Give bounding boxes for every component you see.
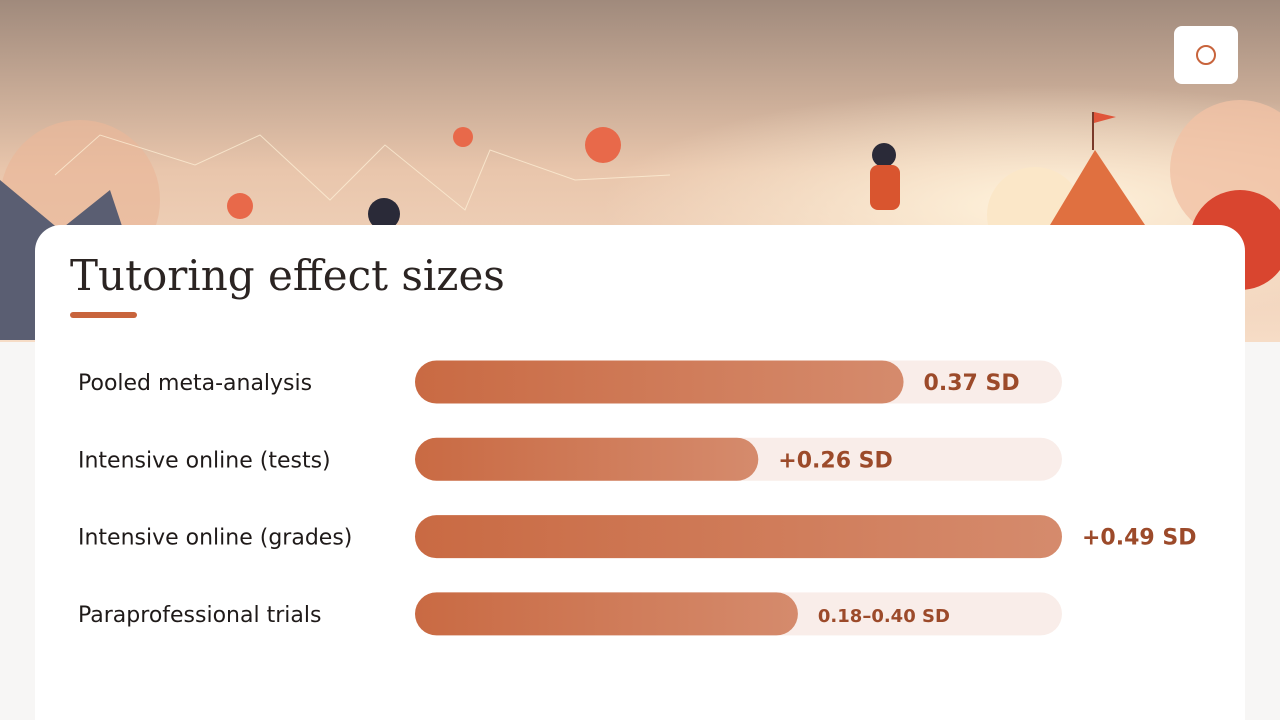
title: Tutoring effect sizes [70, 251, 505, 300]
bar [415, 437, 759, 481]
value-label: +0.26 SD [778, 448, 892, 473]
logo-box [1174, 26, 1238, 84]
category-label: Pooled meta-analysis [78, 371, 312, 396]
title-accent [70, 312, 137, 318]
category-label: Intensive online (tests) [78, 448, 331, 473]
value-label: +0.49 SD [1082, 526, 1196, 551]
bar [415, 515, 1062, 559]
category-label: Intensive online (grades) [78, 526, 352, 551]
value-label: 0.37 SD [924, 371, 1020, 396]
category-label: Paraprofessional trials [78, 603, 321, 628]
logo [1196, 45, 1216, 65]
bar [415, 360, 904, 404]
value-label: 0.18–0.40 SD [818, 606, 950, 627]
bar [415, 592, 798, 636]
